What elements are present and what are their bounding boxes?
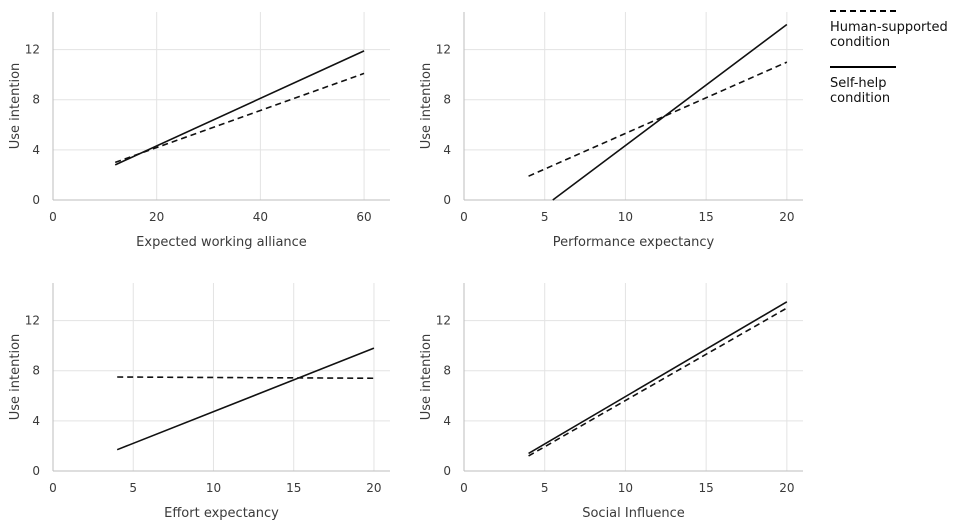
series-line-dashed	[528, 61, 788, 177]
x-tick-label: 5	[541, 210, 549, 224]
y-axis-label: Use intention	[8, 63, 23, 150]
series-line-dashed	[117, 376, 374, 380]
y-tick-label: 12	[436, 314, 451, 328]
x-tick-label: 0	[49, 481, 57, 495]
chart-panel-3: 0 5 10 15 20 0 4 8 12 Effort expectancy Use intent…	[8, 283, 390, 521]
x-tick-label: 15	[286, 481, 301, 495]
x-tick-label: 20	[149, 210, 164, 224]
x-axis-label: Effort expectancy	[164, 506, 279, 521]
series-line-dashed	[114, 72, 365, 164]
y-tick-label: 0	[32, 464, 40, 478]
x-tick-label: 20	[779, 481, 794, 495]
x-tick-label: 60	[356, 210, 371, 224]
x-axis-label: Expected working alliance	[136, 235, 307, 250]
legend-solid-swatch	[830, 66, 896, 68]
series-line-solid	[528, 301, 788, 455]
x-tick-label: 5	[129, 481, 137, 495]
x-tick-label: 10	[206, 481, 221, 495]
y-tick-label: 8	[443, 364, 451, 378]
y-tick-label: 8	[32, 364, 40, 378]
legend-label-human-supported: Human-supported condition	[830, 20, 948, 50]
x-tick-label: 5	[541, 481, 549, 495]
legend-item-self-help: Self-help condition	[826, 66, 957, 106]
legend-dashed-swatch	[830, 10, 896, 12]
y-tick-label: 8	[443, 93, 451, 107]
x-tick-label: 0	[49, 210, 57, 224]
x-tick-label: 20	[779, 210, 794, 224]
x-tick-label: 40	[253, 210, 268, 224]
x-tick-label: 15	[699, 481, 714, 495]
chart-panel-2: 0 5 10 15 20 0 4 8 12 Performance expectancy Use i…	[419, 12, 803, 250]
y-tick-label: 0	[32, 193, 40, 207]
x-axis-label: Social Influence	[582, 506, 685, 521]
series-line-solid	[114, 50, 365, 166]
x-tick-label: 10	[618, 481, 633, 495]
x-axis-label: Performance expectancy	[553, 235, 715, 250]
y-tick-label: 8	[32, 93, 40, 107]
x-tick-label: 15	[699, 210, 714, 224]
series-line-solid	[116, 347, 375, 451]
y-tick-label: 12	[25, 43, 40, 57]
y-tick-label: 12	[25, 314, 40, 328]
chart-panel-4: 0 5 10 15 20 0 4 8 12 Social Influence Use intenti…	[419, 283, 803, 521]
legend-label-self-help: Self-help condition	[830, 76, 891, 106]
y-axis-label: Use intention	[8, 334, 23, 421]
series-line-dashed	[528, 307, 788, 457]
y-tick-label: 4	[32, 143, 40, 157]
y-tick-label: 0	[443, 464, 451, 478]
y-tick-label: 4	[443, 414, 451, 428]
series-line-solid	[552, 23, 788, 201]
y-axis-label: Use intention	[419, 63, 434, 150]
y-tick-label: 0	[443, 193, 451, 207]
x-tick-label: 0	[460, 210, 468, 224]
y-tick-label: 4	[32, 414, 40, 428]
x-tick-label: 10	[618, 210, 633, 224]
legend: Human-supported condition Self-help cond…	[826, 10, 957, 122]
y-tick-label: 12	[436, 43, 451, 57]
y-axis-label: Use intention	[419, 334, 434, 421]
legend-item-human-supported: Human-supported condition	[826, 10, 957, 50]
x-tick-label: 20	[366, 481, 381, 495]
x-tick-label: 0	[460, 481, 468, 495]
y-tick-label: 4	[443, 143, 451, 157]
chart-panel-1: 0 20 40 60 0 4 8 12 Expected working alliance Use…	[8, 12, 390, 250]
